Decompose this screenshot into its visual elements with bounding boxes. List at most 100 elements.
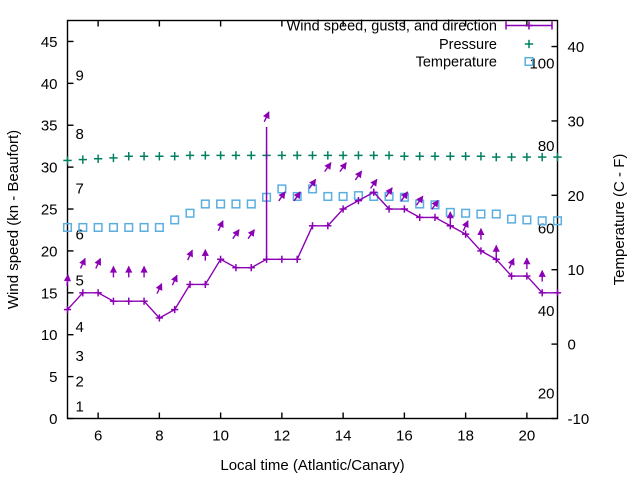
temperature-point	[292, 191, 302, 202]
wind-speed-point	[247, 264, 255, 272]
temperature-point	[185, 208, 195, 218]
pressure-point	[553, 152, 562, 162]
temperature-point	[461, 208, 471, 218]
pressure-point	[354, 151, 363, 160]
beaufort-label: 8	[76, 126, 84, 143]
pressure-point	[323, 151, 333, 160]
temperature-point	[552, 216, 563, 226]
temperature-point	[200, 199, 210, 209]
x-axis-ticks: 6 8 10 12 14 16 18 20	[94, 20, 535, 445]
pressure-point	[461, 152, 470, 161]
legend-item: Wind speed, gusts, and direction	[287, 19, 553, 35]
wind-direction-arrow	[232, 229, 240, 240]
wind-speed-point	[94, 289, 102, 297]
y2-tick-label: 40	[568, 39, 585, 56]
y2-tick-label: -10	[568, 411, 590, 428]
pressure-point	[446, 152, 455, 161]
wind-speed-point	[293, 255, 301, 263]
pressure-point	[384, 151, 394, 160]
y2-axis-title: Temperature (C - F)	[611, 154, 628, 286]
wind-speed-point	[462, 230, 470, 238]
beaufort-scale-labels: 1 2 3 4 5 6 7 8 9	[76, 67, 84, 415]
wind-direction-arrow	[94, 257, 102, 269]
wind-direction-arrow	[171, 274, 178, 286]
pressure-point	[400, 152, 409, 161]
temperature-point	[522, 215, 532, 225]
wind-direction-arrow	[125, 265, 133, 278]
x-tick-label: 18	[457, 428, 474, 445]
pressure-point	[476, 152, 486, 161]
temperature-point	[507, 214, 517, 224]
pressure-point	[155, 152, 164, 161]
wind-direction-arrow	[431, 199, 439, 210]
wind-speed-point	[79, 289, 87, 297]
pressure-point	[231, 151, 241, 160]
pressure-series	[63, 151, 562, 165]
beaufort-label: 6	[76, 227, 84, 244]
temperature-point	[139, 222, 149, 233]
y-axis-ticks: 0 5 10 15 20 25 30 35 40 45	[41, 34, 74, 428]
wind-speed-point	[416, 213, 424, 222]
temperature-point	[476, 209, 486, 219]
beaufort-label: 9	[76, 67, 84, 84]
pressure-point	[139, 152, 149, 161]
pressure-point	[185, 151, 195, 160]
wind-speed-point	[400, 205, 408, 213]
wind-direction-arrow	[462, 220, 469, 232]
wind-speed-point	[553, 289, 562, 297]
wind-speed-point	[431, 213, 439, 222]
temperature-point	[62, 222, 73, 233]
y-tick-label: 45	[41, 34, 58, 51]
x-tick-label: 16	[396, 428, 413, 445]
wind-speed-point	[446, 222, 454, 230]
wind-direction-arrow	[477, 228, 485, 240]
wind-speed-point	[354, 197, 363, 205]
x-tick-label: 12	[274, 428, 291, 445]
pressure-point	[537, 152, 547, 162]
wind-direction-arrow	[201, 248, 209, 261]
y-tick-label: 20	[41, 243, 58, 260]
wind-direction-arrow	[79, 257, 86, 269]
temperature-point	[430, 200, 440, 210]
y-tick-label: 40	[41, 76, 58, 93]
beaufort-label: 5	[76, 273, 84, 290]
wind-direction-arrow	[247, 229, 255, 240]
temperature-point	[491, 209, 501, 219]
wind-direction-arrow	[354, 170, 363, 181]
wind-speed-point	[523, 272, 531, 280]
x-axis-title: Local time (Atlantic/Canary)	[220, 457, 404, 474]
wind-speed-series	[63, 126, 562, 322]
axis-titles: Local time (Atlantic/Canary) Wind speed (…	[5, 130, 628, 474]
wind-direction-arrow	[507, 257, 515, 269]
y-tick-label: 10	[41, 327, 58, 344]
beaufort-label: 2	[76, 373, 84, 390]
pressure-point	[201, 151, 210, 160]
wind-speed-point	[324, 222, 332, 230]
wind-speed-point	[125, 297, 133, 305]
fahrenheit-label: 20	[538, 386, 555, 403]
y-tick-label: 30	[41, 160, 58, 177]
wind-speed-point	[155, 314, 163, 322]
wind-direction-arrow	[523, 257, 531, 269]
pressure-point	[338, 151, 348, 160]
chart-legend: Wind speed, gusts, and direction Pressure…	[287, 19, 553, 71]
wind-direction-arrow	[385, 187, 393, 198]
y-axis-title: Wind speed (kn - Beaufort)	[5, 130, 22, 309]
y2-tick-label: 0	[568, 337, 576, 354]
wind-direction-arrow	[339, 162, 347, 173]
y2-tick-label: 10	[568, 262, 585, 279]
y2-axis-ticks: -10 0 10 20 30 40	[551, 39, 590, 428]
temperature-point	[338, 191, 348, 202]
temperature-point	[154, 222, 164, 233]
pressure-point	[63, 156, 72, 165]
pressure-point	[308, 151, 317, 160]
fahrenheit-label: 80	[538, 138, 555, 155]
pressure-point	[430, 152, 440, 161]
wind-speed-point	[171, 305, 179, 314]
fahrenheit-label: 100	[529, 55, 554, 72]
wind-speed-point	[339, 205, 347, 213]
wind-direction-arrow	[293, 191, 301, 202]
wind-speed-point	[385, 205, 393, 213]
wind-direction-arrow	[109, 265, 118, 278]
wind-speed-point	[507, 272, 516, 280]
